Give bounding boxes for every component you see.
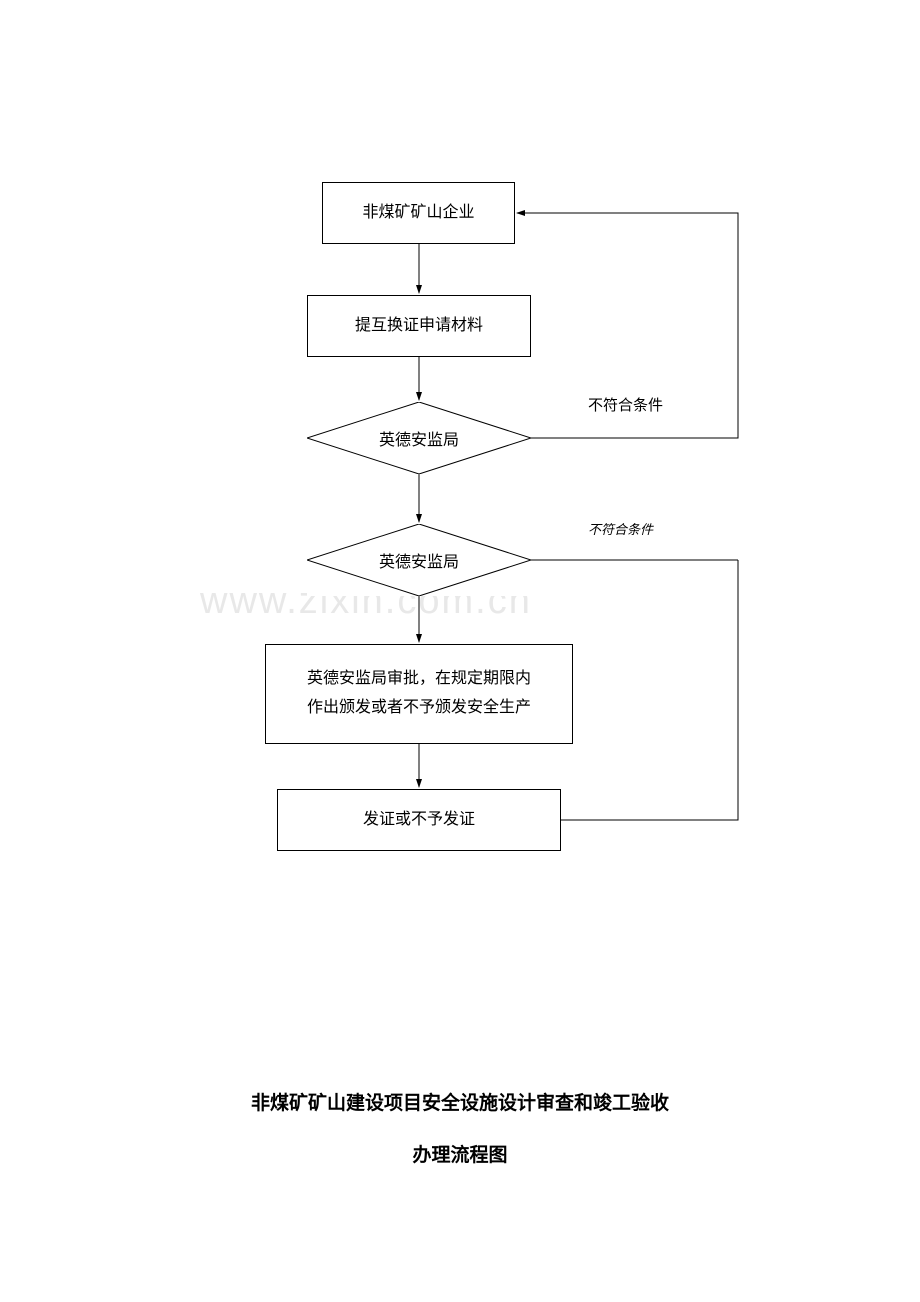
node-approval-text-line1: 英德安监局审批，在规定期限内 [307,665,531,694]
page-title-line2: 办理流程图 [0,1140,920,1167]
node-review-2-text: 英德安监局 [379,548,459,572]
node-review-2: 英德安监局 [307,524,531,596]
node-issue-cert-text: 发证或不予发证 [363,806,475,835]
label-not-qualified-1: 不符合条件 [588,394,663,415]
node-review-1: 英德安监局 [307,402,531,474]
node-approval: 英德安监局审批，在规定期限内 作出颁发或者不予颁发安全生产 [265,644,573,744]
node-approval-text-line2: 作出颁发或者不予颁发安全生产 [307,694,531,723]
node-review-1-text: 英德安监局 [379,426,459,450]
label-not-qualified-2: 不符合条件 [588,519,653,538]
flowchart-canvas: www.zixin.com.cn 非煤矿矿山企业 提互换证申请材料 [0,0,920,1302]
node-submit-materials: 提互换证申请材料 [307,295,531,357]
node-enterprise-text: 非煤矿矿山企业 [362,199,474,228]
node-submit-materials-text: 提互换证申请材料 [355,312,483,341]
node-enterprise: 非煤矿矿山企业 [322,182,515,244]
node-issue-cert: 发证或不予发证 [277,789,561,851]
page-title-line1: 非煤矿矿山建设项目安全设施设计审查和竣工验收 [0,1088,920,1115]
